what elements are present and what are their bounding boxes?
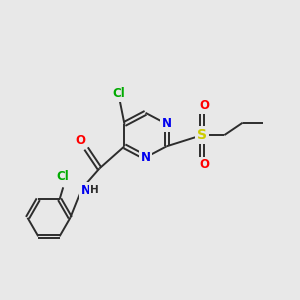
Text: O: O	[200, 99, 209, 112]
Text: N: N	[162, 118, 172, 130]
Text: S: S	[197, 128, 207, 142]
Text: Cl: Cl	[57, 170, 70, 183]
Text: O: O	[76, 134, 86, 147]
Text: Cl: Cl	[112, 87, 125, 100]
Text: O: O	[200, 158, 209, 171]
Text: N: N	[140, 151, 151, 164]
Text: N: N	[81, 184, 91, 197]
Text: H: H	[90, 185, 99, 195]
